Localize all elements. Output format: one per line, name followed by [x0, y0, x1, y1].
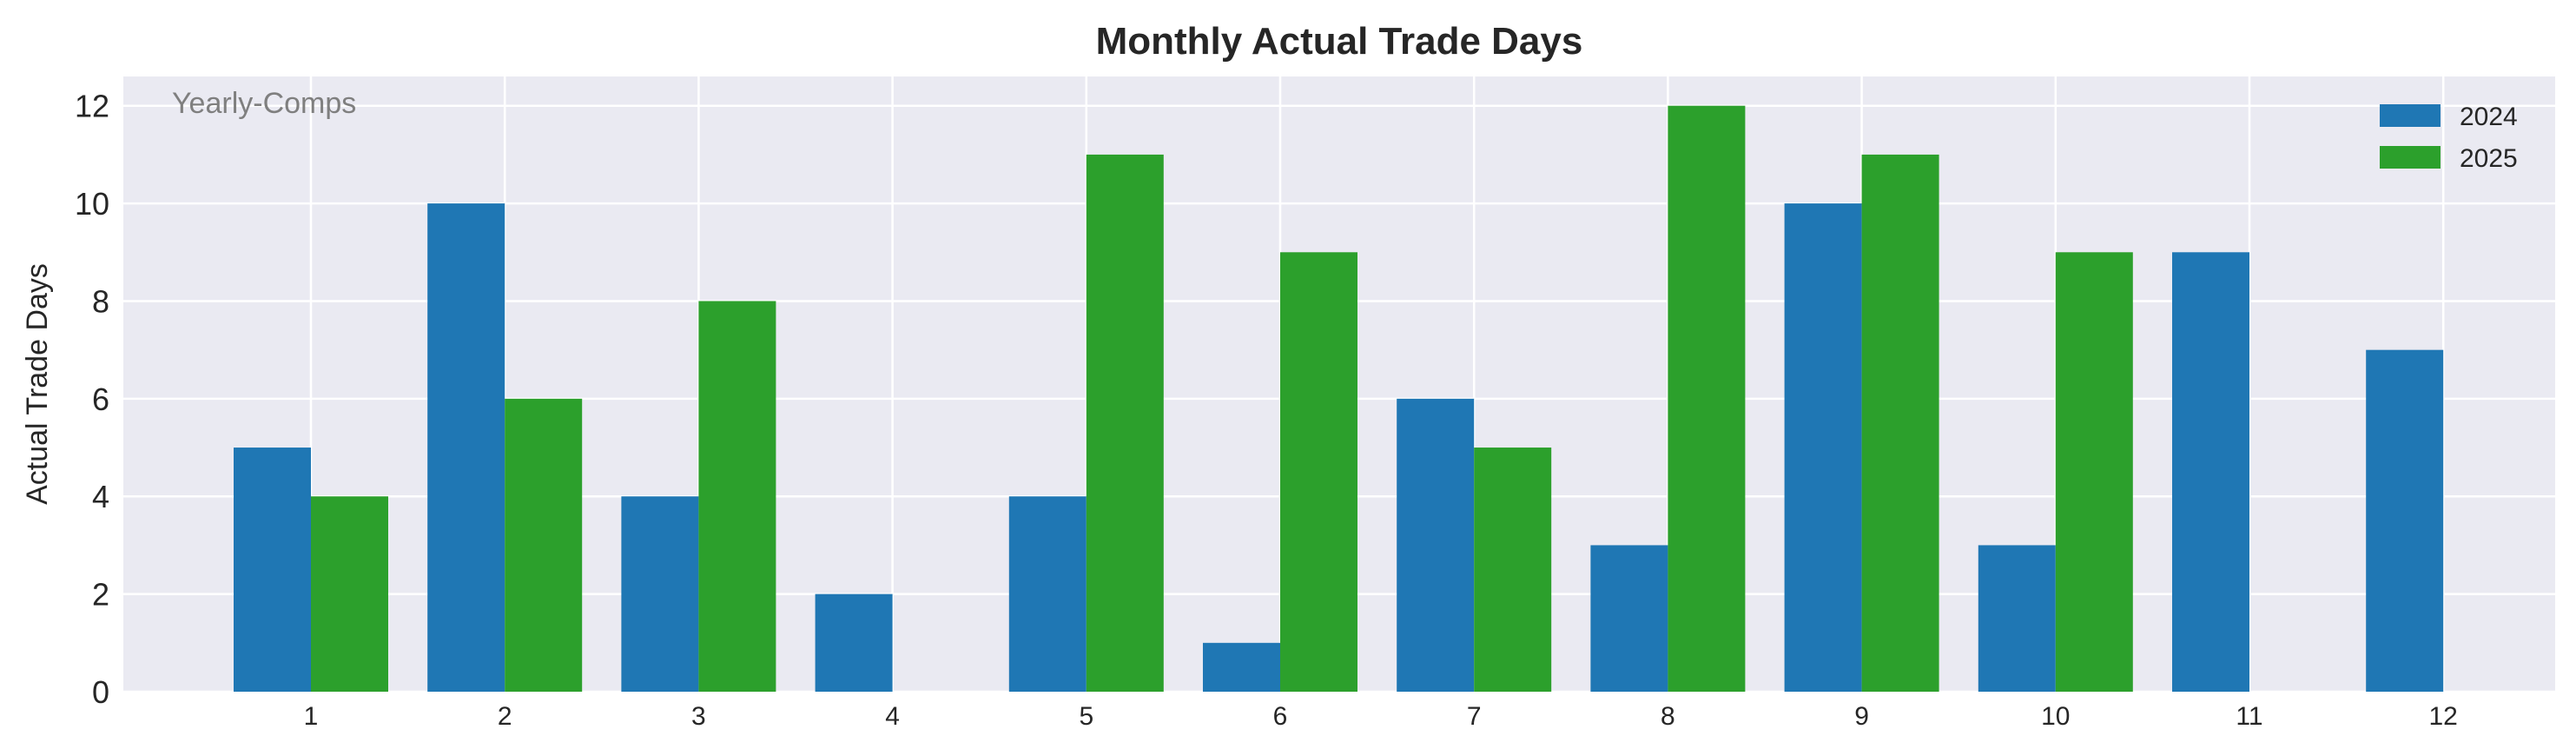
bar-2025-month-6 [1280, 252, 1357, 692]
bar-2025-month-8 [1668, 105, 1746, 692]
bar-2024-month-3 [621, 496, 699, 692]
x-tick-label: 10 [2041, 702, 2070, 731]
x-tick-label: 2 [498, 702, 512, 731]
x-tick-label: 12 [2429, 702, 2458, 731]
chart-title: Monthly Actual Trade Days [1096, 20, 1583, 63]
y-tick-label: 0 [92, 674, 109, 710]
y-tick-label: 6 [92, 381, 109, 417]
x-tick-label: 6 [1273, 702, 1288, 731]
legend-swatch-2025 [2380, 146, 2441, 169]
y-ticks: 0 2 4 6 8 10 12 [75, 89, 109, 710]
x-tick-label: 9 [1854, 702, 1869, 731]
y-tick-label: 8 [92, 283, 109, 319]
bars [234, 105, 2444, 693]
bar-2024-month-9 [1784, 203, 1862, 693]
bar-2024-month-7 [1397, 398, 1475, 692]
x-tick-label: 1 [304, 702, 319, 731]
bar-2025-month-1 [311, 496, 388, 692]
x-ticks: 1 2 3 4 5 6 7 8 9 10 11 12 [304, 702, 2458, 731]
bar-2025-month-10 [2055, 252, 2133, 692]
bar-2024-month-10 [1978, 545, 2056, 692]
x-tick-label: 5 [1079, 702, 1093, 731]
legend-label-2025: 2025 [2460, 144, 2518, 173]
bar-2024-month-12 [2366, 349, 2444, 692]
bar-2024-month-4 [815, 594, 893, 692]
bar-2024-month-11 [2172, 252, 2249, 692]
bar-2024-month-5 [1008, 496, 1087, 692]
x-tick-label: 8 [1661, 702, 1675, 731]
y-axis-label: Actual Trade Days [21, 263, 54, 505]
bar-2025-month-5 [1086, 154, 1164, 692]
watermark-label: Yearly-Comps [172, 87, 356, 120]
x-tick-label: 7 [1467, 702, 1482, 731]
bar-2024-month-6 [1203, 642, 1280, 692]
x-tick-label: 3 [691, 702, 706, 731]
y-tick-label: 10 [75, 186, 109, 222]
bar-2024-month-1 [234, 448, 311, 692]
bar-2025-month-2 [505, 398, 583, 692]
legend-label-2024: 2024 [2460, 103, 2518, 131]
y-tick-label: 2 [92, 577, 109, 613]
bar-2024-month-2 [427, 203, 505, 693]
y-tick-label: 4 [92, 479, 109, 514]
bar-2025-month-3 [698, 301, 776, 692]
x-tick-label: 11 [2236, 702, 2262, 731]
legend-swatch-2024 [2380, 104, 2441, 127]
bar-2025-month-9 [1861, 154, 1939, 692]
bar-2024-month-8 [1590, 545, 1668, 692]
y-tick-label: 12 [75, 89, 109, 124]
bar-2025-month-7 [1474, 448, 1552, 692]
legend: 2024 2025 [2380, 103, 2518, 173]
x-tick-label: 4 [885, 702, 900, 731]
